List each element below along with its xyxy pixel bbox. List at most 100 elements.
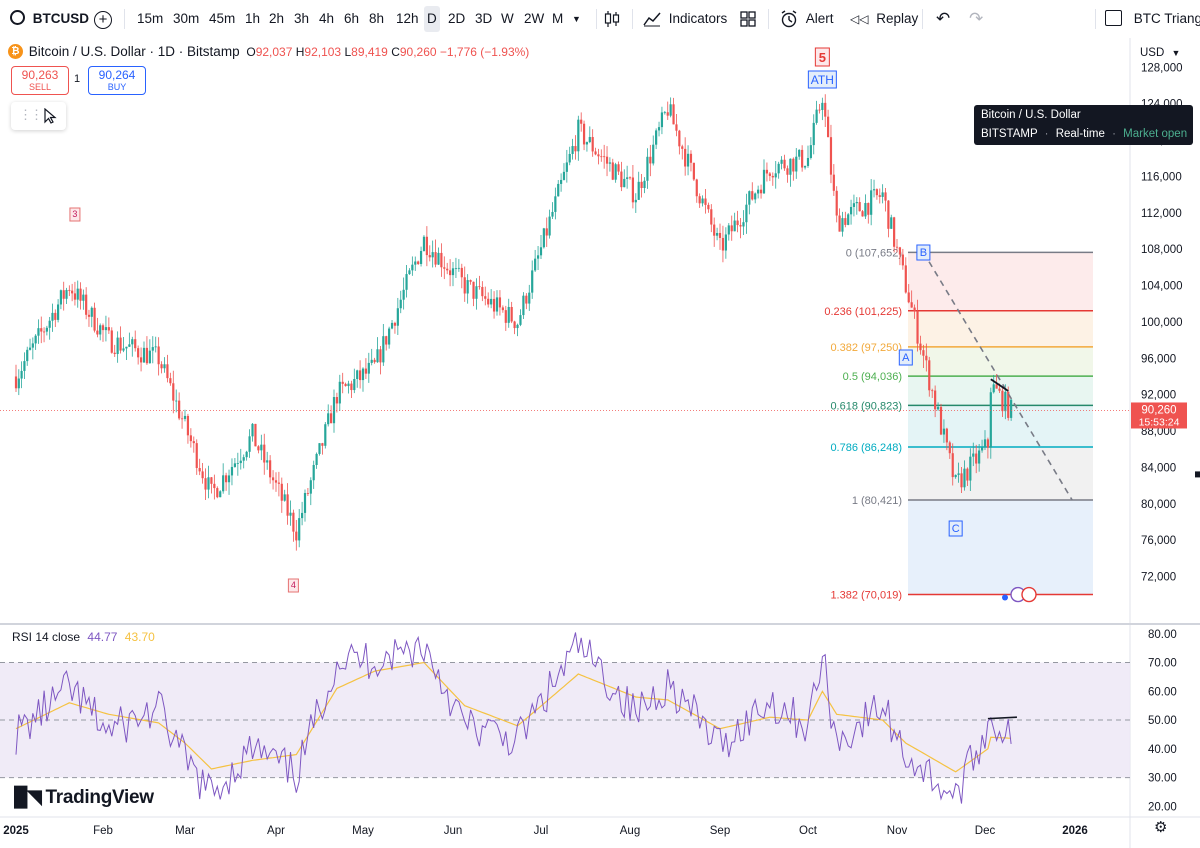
candle-body: [484, 296, 487, 299]
candle-body: [907, 292, 910, 303]
time-tick-label: 2025: [3, 825, 29, 837]
interval-30m[interactable]: 30m: [173, 11, 200, 26]
fib-zone: [908, 499, 1093, 595]
candle-body: [327, 413, 330, 425]
candle-body: [942, 428, 946, 435]
candle-body: [1010, 399, 1013, 418]
candle-body: [298, 518, 301, 541]
layouts-button[interactable]: [740, 0, 756, 38]
candle-body: [669, 104, 672, 116]
candle-body: [881, 192, 884, 197]
interval-15m[interactable]: 15m: [137, 11, 164, 26]
candle-body: [826, 116, 830, 138]
interval-3d[interactable]: 3D: [475, 11, 493, 26]
candle-body: [628, 177, 632, 179]
replay-button[interactable]: ◁◁ Replay: [850, 0, 918, 38]
interval-12h[interactable]: 12h: [396, 11, 419, 26]
candle-body: [295, 531, 298, 541]
currency-selector[interactable]: USD ▼: [1140, 47, 1180, 59]
drag-handle-icon[interactable]: ⋮⋮: [19, 106, 43, 122]
interval-d[interactable]: D: [424, 6, 440, 32]
candle-body: [792, 158, 795, 172]
candle-body: [207, 477, 210, 490]
interval-3h[interactable]: 3h: [294, 11, 310, 26]
layout-name-button[interactable]: BTC Triangl: [1105, 0, 1200, 38]
interval-45m[interactable]: 45m: [209, 11, 236, 26]
interval-dropdown-chevron-icon[interactable]: ▼: [572, 14, 581, 24]
time-tick-label: 2026: [1062, 825, 1088, 837]
candle-body: [721, 237, 725, 251]
interval-2d[interactable]: 2D: [448, 11, 466, 26]
interval-m[interactable]: M: [552, 11, 564, 26]
buy-label: BUY: [107, 81, 127, 92]
candle-body: [492, 298, 496, 312]
time-tick-label: Mar: [175, 825, 195, 837]
interval-2h[interactable]: 2h: [269, 11, 285, 26]
current-price-label: 90,260: [1141, 404, 1176, 416]
redo-button[interactable]: ↷: [969, 0, 983, 38]
candle-body: [419, 250, 423, 264]
candle-body: [542, 228, 545, 248]
candle-body: [603, 156, 606, 158]
candle-body: [754, 193, 757, 200]
candle-body: [45, 327, 48, 332]
candle-body: [724, 234, 727, 251]
interval-8h[interactable]: 8h: [369, 11, 385, 26]
candle-body: [466, 280, 469, 294]
candle-body: [975, 453, 978, 464]
chart-type-button[interactable]: [604, 0, 620, 38]
candle-body: [303, 492, 307, 513]
candle-body: [269, 460, 272, 478]
candle-body: [594, 151, 597, 155]
candle-body: [157, 346, 160, 365]
cursor-arrow-icon[interactable]: [43, 107, 57, 124]
candle-body: [585, 142, 589, 145]
candle-body: [733, 220, 736, 232]
settings-button[interactable]: ⚙: [1154, 818, 1167, 836]
buy-button[interactable]: 90,264 BUY: [88, 65, 146, 95]
candle-body: [390, 322, 394, 329]
candle-body: [446, 268, 449, 271]
interval-w[interactable]: W: [501, 11, 514, 26]
candle-body: [736, 220, 739, 226]
symbol-search[interactable]: BTCUSD: [10, 0, 89, 38]
candle-body: [928, 360, 931, 391]
candle-body: [742, 222, 745, 227]
candle-body: [370, 359, 373, 363]
interval-4h[interactable]: 4h: [319, 11, 335, 26]
candle-body: [536, 255, 540, 259]
candle-body: [580, 119, 583, 124]
indicators-icon: [643, 12, 661, 27]
interval-2w[interactable]: 2W: [524, 11, 545, 26]
undo-icon: ↶: [936, 9, 951, 28]
candle-body: [969, 456, 972, 481]
undo-button[interactable]: ↶: [936, 0, 950, 38]
compare-symbol-button[interactable]: +: [94, 0, 112, 38]
indicators-button[interactable]: Indicators: [643, 0, 727, 38]
sell-button[interactable]: 90,263 SELL: [11, 65, 69, 95]
candle-body: [1004, 391, 1007, 412]
candle-body: [490, 298, 493, 305]
candle-body: [614, 164, 617, 180]
price-tick-label: 104,000: [1141, 281, 1183, 293]
candle-body: [867, 202, 870, 215]
candle-body: [762, 169, 766, 194]
candle-body: [565, 162, 568, 172]
grid-icon: [740, 11, 756, 28]
candle-body: [821, 102, 824, 111]
interval-1h[interactable]: 1h: [245, 11, 261, 26]
candle-body: [832, 174, 835, 191]
tooltip-exchange: BITSTAMP: [981, 128, 1038, 140]
candle-body: [344, 383, 347, 387]
candle-body: [169, 378, 172, 384]
interval-6h[interactable]: 6h: [344, 11, 360, 26]
candle-body: [224, 475, 228, 483]
candle-body: [548, 216, 551, 236]
rsi-divergence-line: [987, 716, 1017, 720]
candle-body: [20, 370, 23, 379]
cursor-tool-panel[interactable]: ⋮⋮: [11, 101, 66, 130]
candle-body: [684, 148, 687, 167]
candle-body: [405, 274, 408, 290]
alert-button[interactable]: Alert: [780, 0, 834, 38]
